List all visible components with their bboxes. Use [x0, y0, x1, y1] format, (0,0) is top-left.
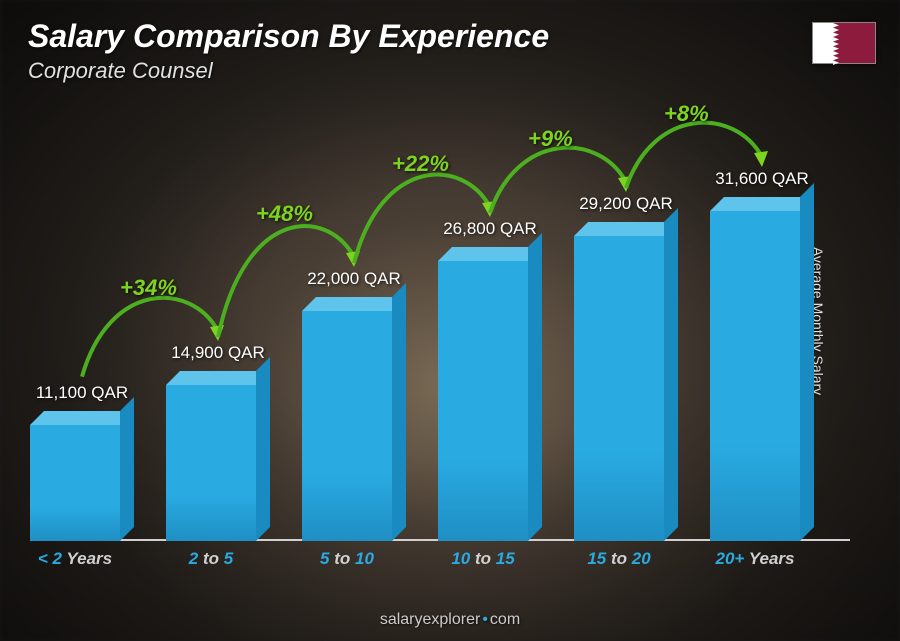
- bar-value-label: 14,900 QAR: [171, 343, 265, 363]
- bar-front: [302, 311, 392, 541]
- footer-domain-right: com: [490, 611, 520, 628]
- flag-serration: [833, 23, 839, 63]
- bar-value-label: 31,600 QAR: [715, 169, 809, 189]
- bar-top-face: [574, 222, 678, 236]
- footer-attribution: salaryexplorer•com: [0, 611, 900, 629]
- footer-domain-left: salaryexplorer: [380, 611, 480, 628]
- bar-category-label: < 2 Years: [38, 549, 112, 569]
- bar-front: [30, 425, 120, 541]
- bar-side-face: [800, 183, 814, 541]
- qatar-flag-icon: [812, 22, 876, 64]
- bar-2: 5 to 10: [302, 311, 392, 541]
- content-layer: Salary Comparison By Experience Corporat…: [0, 0, 900, 641]
- bar-side-face: [528, 233, 542, 541]
- bar-value-label: 29,200 QAR: [579, 194, 673, 214]
- bar-top-face: [30, 411, 134, 425]
- bar-category-label: 15 to 20: [587, 549, 650, 569]
- chart-subtitle: Corporate Counsel: [28, 58, 213, 84]
- bar-top-face: [302, 297, 406, 311]
- bar-1: 2 to 5: [166, 385, 256, 541]
- bar-body: [574, 236, 664, 541]
- bar-top-face: [166, 371, 270, 385]
- bar-body: [438, 261, 528, 541]
- bar-body: [166, 385, 256, 541]
- bar-body: [30, 425, 120, 541]
- bar-top-face: [438, 247, 542, 261]
- bar-front: [710, 211, 800, 541]
- bar-value-label: 11,100 QAR: [36, 383, 128, 403]
- growth-pct-label: +34%: [120, 275, 177, 301]
- bar-5: 20+ Years: [710, 211, 800, 541]
- bar-front: [438, 261, 528, 541]
- chart-title: Salary Comparison By Experience: [28, 18, 549, 55]
- growth-pct-label: +22%: [392, 151, 449, 177]
- growth-pct-label: +8%: [664, 101, 709, 127]
- flag-maroon-band: [833, 23, 875, 63]
- bar-side-face: [392, 283, 406, 541]
- growth-pct-label: +48%: [256, 201, 313, 227]
- bar-category-label: 20+ Years: [716, 549, 795, 569]
- bar-top-face: [710, 197, 814, 211]
- bar-category-label: 10 to 15: [451, 549, 514, 569]
- bar-value-label: 22,000 QAR: [307, 269, 401, 289]
- bar-4: 15 to 20: [574, 236, 664, 541]
- bar-side-face: [664, 208, 678, 541]
- bar-front: [166, 385, 256, 541]
- growth-pct-label: +9%: [528, 126, 573, 152]
- footer-dot-icon: •: [480, 611, 490, 628]
- bar-side-face: [120, 397, 134, 541]
- bar-3: 10 to 15: [438, 261, 528, 541]
- bar-category-label: 5 to 10: [320, 549, 374, 569]
- bar-body: [710, 211, 800, 541]
- flag-white-band: [813, 23, 833, 63]
- bar-value-label: 26,800 QAR: [443, 219, 537, 239]
- bar-front: [574, 236, 664, 541]
- bar-side-face: [256, 357, 270, 541]
- bar-0: < 2 Years: [30, 425, 120, 541]
- bar-category-label: 2 to 5: [189, 549, 233, 569]
- bar-chart: < 2 Years 11,100 QAR 2 to 5 14,900 QAR 5 to …: [30, 100, 850, 571]
- bar-body: [302, 311, 392, 541]
